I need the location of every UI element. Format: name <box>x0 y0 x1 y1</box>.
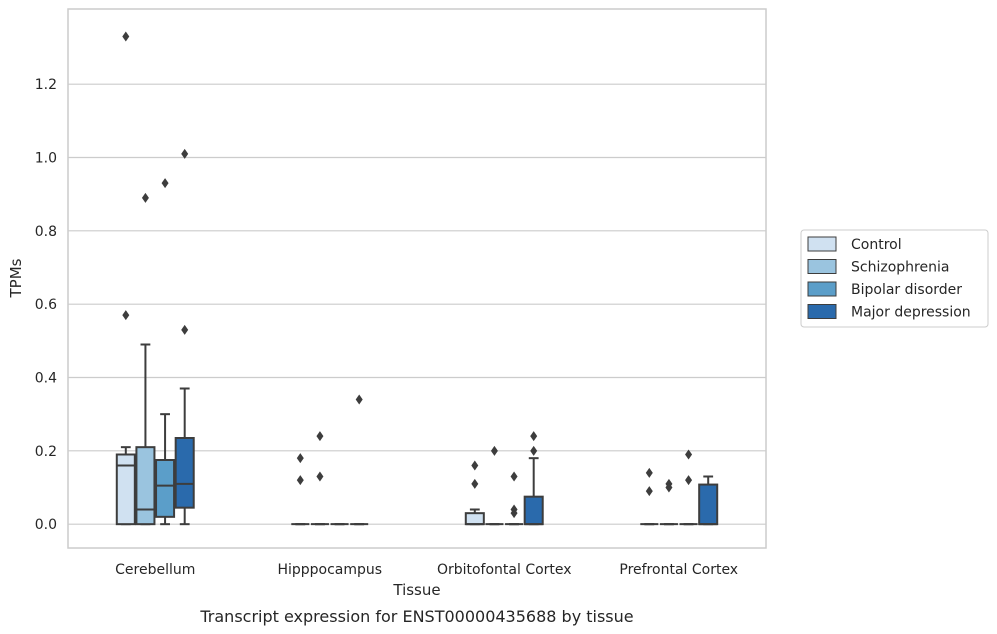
box <box>174 437 195 509</box>
box-group <box>350 394 369 526</box>
box-group <box>505 471 524 526</box>
outlier-point <box>645 467 653 478</box>
box-group <box>698 475 719 526</box>
legend-swatch <box>807 304 837 319</box>
box-group <box>464 460 485 526</box>
legend-frame <box>800 229 989 328</box>
y-tick-label: 0.4 <box>35 371 57 387</box>
box-group <box>679 449 698 526</box>
y-axis-label: TPMs <box>7 258 25 298</box>
box <box>464 512 485 526</box>
y-tick-label: 0.8 <box>35 224 57 240</box>
outlier-point <box>296 453 304 464</box>
outlier-point <box>685 475 693 486</box>
box-group <box>310 431 329 526</box>
outlier-point <box>122 310 130 321</box>
box-group <box>659 478 678 526</box>
legend-label: Schizophrenia <box>851 260 949 276</box>
x-tick-label: Hipppocampus <box>277 562 382 578</box>
y-tick-label: 0.0 <box>35 517 57 533</box>
legend-label: Control <box>851 237 902 253</box>
outlier-point <box>122 31 130 42</box>
box <box>135 446 156 526</box>
box-group <box>115 31 136 526</box>
legend-swatch <box>807 281 837 297</box>
outlier-point <box>510 471 518 482</box>
y-tick-label: 0.2 <box>35 444 57 460</box>
outlier-point <box>645 486 653 497</box>
outlier-point <box>161 178 169 189</box>
legend: Control Schizophrenia Bipolar disorder Majo… <box>800 229 989 328</box>
x-tick-label: Orbitofontal Cortex <box>437 562 572 578</box>
x-tick-label: Prefrontal Cortex <box>619 562 738 578</box>
outlier-point <box>316 471 324 482</box>
outlier-point <box>316 431 324 442</box>
outlier-point <box>665 482 673 493</box>
box-plot-marks <box>115 31 719 526</box>
box <box>155 459 176 518</box>
plot-frame <box>67 8 767 549</box>
legend-swatch <box>807 259 837 274</box>
chart-caption: Transcript expression for ENST0000043568… <box>199 607 633 626</box>
x-tick-labels: Cerebellum Hipppocampus Orbitofontal Corte… <box>115 562 738 578</box>
y-tick-label: 0.6 <box>35 297 57 313</box>
outlier-point <box>490 445 498 456</box>
box-group <box>640 467 659 526</box>
outlier-point <box>685 449 693 460</box>
outlier-point <box>141 192 149 203</box>
outlier-point <box>530 431 538 442</box>
x-tick-label: Cerebellum <box>115 562 195 578</box>
outlier-point <box>471 460 479 471</box>
box <box>698 483 719 526</box>
outlier-point <box>181 148 189 159</box>
legend-swatch <box>807 236 837 252</box>
y-tick-labels: 0.0 0.2 0.4 0.6 0.8 1.0 1.2 <box>35 77 57 533</box>
x-axis-label: Tissue <box>392 581 440 599</box>
outlier-point <box>181 324 189 335</box>
y-tick-label: 1.0 <box>35 151 57 167</box>
y-tick-label: 1.2 <box>35 77 57 93</box>
legend-label: Major depression <box>851 305 971 321</box>
box-group <box>291 453 310 526</box>
outlier-point <box>510 508 518 519</box>
legend-label: Bipolar disorder <box>851 282 962 298</box>
outlier-point <box>355 394 363 405</box>
box-group <box>485 445 504 526</box>
box-group <box>174 148 195 526</box>
box-group <box>523 431 544 526</box>
box <box>115 453 136 526</box>
outlier-point <box>530 445 538 456</box>
outlier-point <box>471 478 479 489</box>
outlier-point <box>296 475 304 486</box>
box <box>523 495 544 526</box>
box-group <box>135 192 156 526</box>
box-group <box>155 178 176 526</box>
